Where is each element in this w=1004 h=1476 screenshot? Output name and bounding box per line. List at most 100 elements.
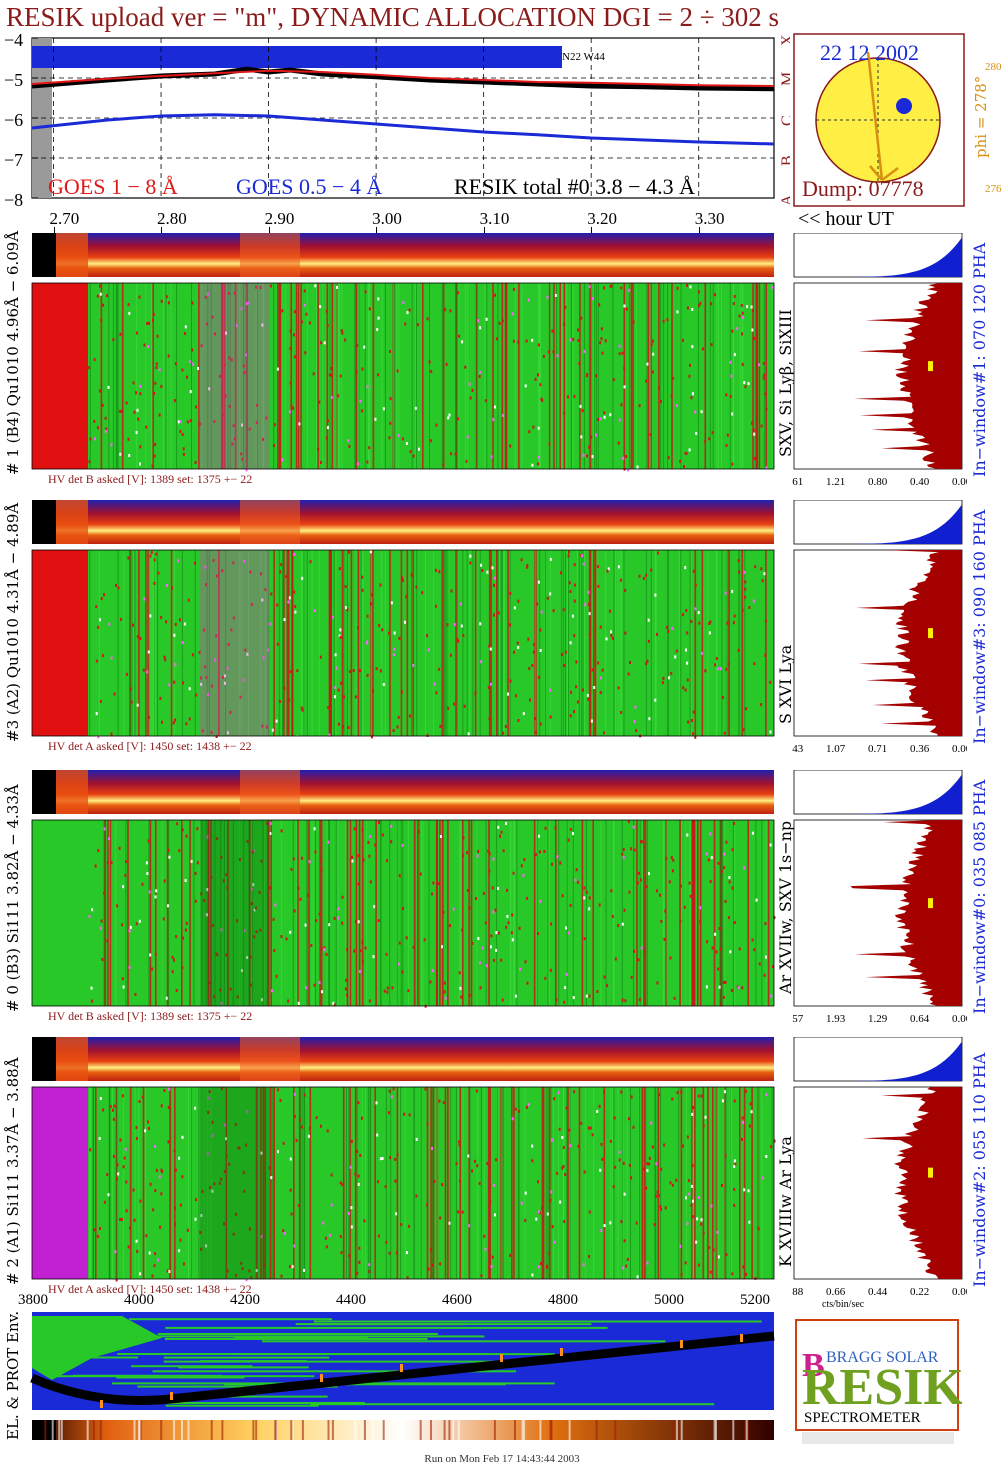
y-tick-label: −4 [4,30,23,50]
flare-brightening [240,500,300,544]
orbit-marker [400,1364,403,1372]
environment-panel [30,1312,775,1440]
legend-resik: RESIK total #0 3.8 − 4.3 Å [454,174,695,199]
pre-flare-block [32,283,88,469]
observation-date: 22 12 2002 [820,40,919,65]
logo-letter-b: B [802,1347,825,1384]
pre-flare-block [32,820,88,1006]
hour-tick-label: 3.00 [372,209,402,228]
footer-timestamp: Run on Mon Feb 17 14:43:44 2003 [424,1453,580,1465]
lightcurve-strip [32,233,774,277]
hour-tick-label: 2.70 [49,209,80,228]
y-tick-label: −6 [4,110,23,130]
hist-tick-label: 1.29 [868,1013,888,1025]
flare-brightening [240,770,300,814]
orbit-marker [740,1334,743,1342]
legend-goes-short: GOES 0.5 − 4 Å [236,174,382,199]
region-label: N22 W44 [562,51,605,63]
hv-label-1: HV det B asked [V]: 1389 set: 1375 +− 22 [48,472,252,486]
hist-tick-label: 1.43 [792,743,804,755]
channel-label-3: #3 (A2) Qu1010 4.31Å − 4.89Å [4,502,22,742]
hist-tick-label: 0.71 [868,743,887,755]
hist-tick-label: 0.36 [910,743,930,755]
flare-band [200,1087,270,1279]
flare-class-letter: M [779,72,790,86]
flare-band [200,550,270,736]
blue-histogram [794,504,962,544]
phi-tick-top: 280 [985,61,1002,73]
channel-block-3: HV det A asked [V]: 1450 set: 1438 +− 22… [0,500,1004,764]
spectrogram-0: HV det B asked [V]: 1389 set: 1375 +− 22 [31,770,776,1023]
channel-tick-label: 5200 [740,1292,770,1308]
hour-axis-label: << hour UT [798,208,894,230]
hist-tick-label: 0.80 [868,476,888,488]
env-label: EL. & PROT Env. [4,1310,22,1440]
channel-label-2: # 2 (A1) Si111 3.37Å − 3.88Å [4,1057,22,1285]
pha-fill [856,550,962,736]
resik-logo: B BRAGG SOLAR RESIK SPECTROMETER [795,1319,962,1444]
hist-tick-label: 0.00 [952,1286,967,1298]
hist-tick-label: 0.00 [952,476,967,488]
hist-tick-label: 0.66 [826,1286,846,1298]
orbit-marker [500,1354,503,1362]
channel-block-1: HV det B asked [V]: 1389 set: 1375 +− 22… [0,230,1004,497]
hour-tick-label: 2.90 [264,209,295,228]
pha-fill [850,820,962,1006]
channel-tick-label: 5000 [654,1292,684,1308]
channel-label-1: # 1 (B4) Qu1010 4.96Å − 6.09Å [4,230,22,475]
channel-tick-label: 4200 [230,1292,260,1308]
channel-label-0: # 0 (B3) Si111 3.82Å − 4.33Å [4,784,22,1012]
flare-class-letter: X [779,34,790,46]
lightcurve-strip [32,1037,774,1081]
logo-word: SPECTROMETER [804,1410,921,1426]
pre-flare-block [32,550,88,736]
orbit-marker [560,1348,563,1356]
hist-tick-label: 1.21 [826,476,845,488]
hist-tick-label: 0.44 [868,1286,888,1298]
flare-class-letter: A [779,194,790,206]
active-region-marker [896,98,912,114]
hour-tick-label: 3.10 [479,209,510,228]
hist-tick-label: 0.88 [792,1286,804,1298]
window-label-1: In−window#1: 070 120 PHA [970,242,989,477]
channel-axis: 3800 4000 4200 4400 4600 4800 5000 5200 [18,1290,774,1310]
orbit-marker [170,1392,173,1400]
blue-histogram [794,774,962,814]
hist-tick-label: 1.07 [826,743,846,755]
hist-tick-label: 2.57 [792,1013,804,1025]
hv-label-2: HV det A asked [V]: 1450 set: 1438 +− 22 [48,1282,252,1296]
channel-tick-label: 4400 [336,1292,366,1308]
hour-tick-label: 3.30 [694,209,725,228]
hour-tick-label: 2.80 [157,209,187,228]
logo-small-text: BRAGG SOLAR [826,1349,939,1366]
phi-direction-arrow [866,51,884,181]
goes-lightcurve-chart: N22 W44 −4 −5 −6 −7 −8 X M C B A GOES 1 − 8 Å GOES 0… [4,30,790,210]
channel-tick-label: 4800 [548,1292,578,1308]
flare-band [200,283,270,469]
flare-class-letter: B [779,155,790,166]
phi-label: phi = 278° [972,75,990,158]
hist-tick-label: 0.00 [952,743,967,755]
window-marker [928,898,933,909]
window-label-2: In−window#2: 055 110 PHA [970,1052,989,1287]
hist-tick-label: 0.00 [952,1013,967,1025]
env-strip [32,1420,774,1440]
page-title: RESIK upload ver = "m", DYNAMIC ALLOCATI… [6,2,780,32]
y-tick-label: −7 [4,150,23,170]
channel-block-0: HV det B asked [V]: 1389 set: 1375 +− 22… [0,770,1004,1034]
pha-histogram-0: 2.57 1.93 1.29 0.64 0.00 [792,770,967,1025]
spectrogram-2: HV det A asked [V]: 1450 set: 1438 +− 22 [31,1037,776,1296]
channel-tick-label: 3800 [18,1292,48,1308]
series-goes-short [31,113,775,146]
hist-tick-label: 0.64 [910,1013,930,1025]
hv-label-0: HV det B asked [V]: 1389 set: 1375 +− 22 [48,1009,252,1023]
orbit-marker [320,1374,323,1382]
channel-tick-label: 4600 [442,1292,472,1308]
orbit-marker [100,1400,103,1408]
hist-tick-label: 1.93 [826,1013,846,1025]
y-tick-label: −8 [4,190,23,210]
flare-brightening [240,233,300,277]
window-marker [928,361,933,372]
window-label-0: In−window#0: 035 085 PHA [970,779,989,1014]
flare-brightening [240,1037,300,1081]
